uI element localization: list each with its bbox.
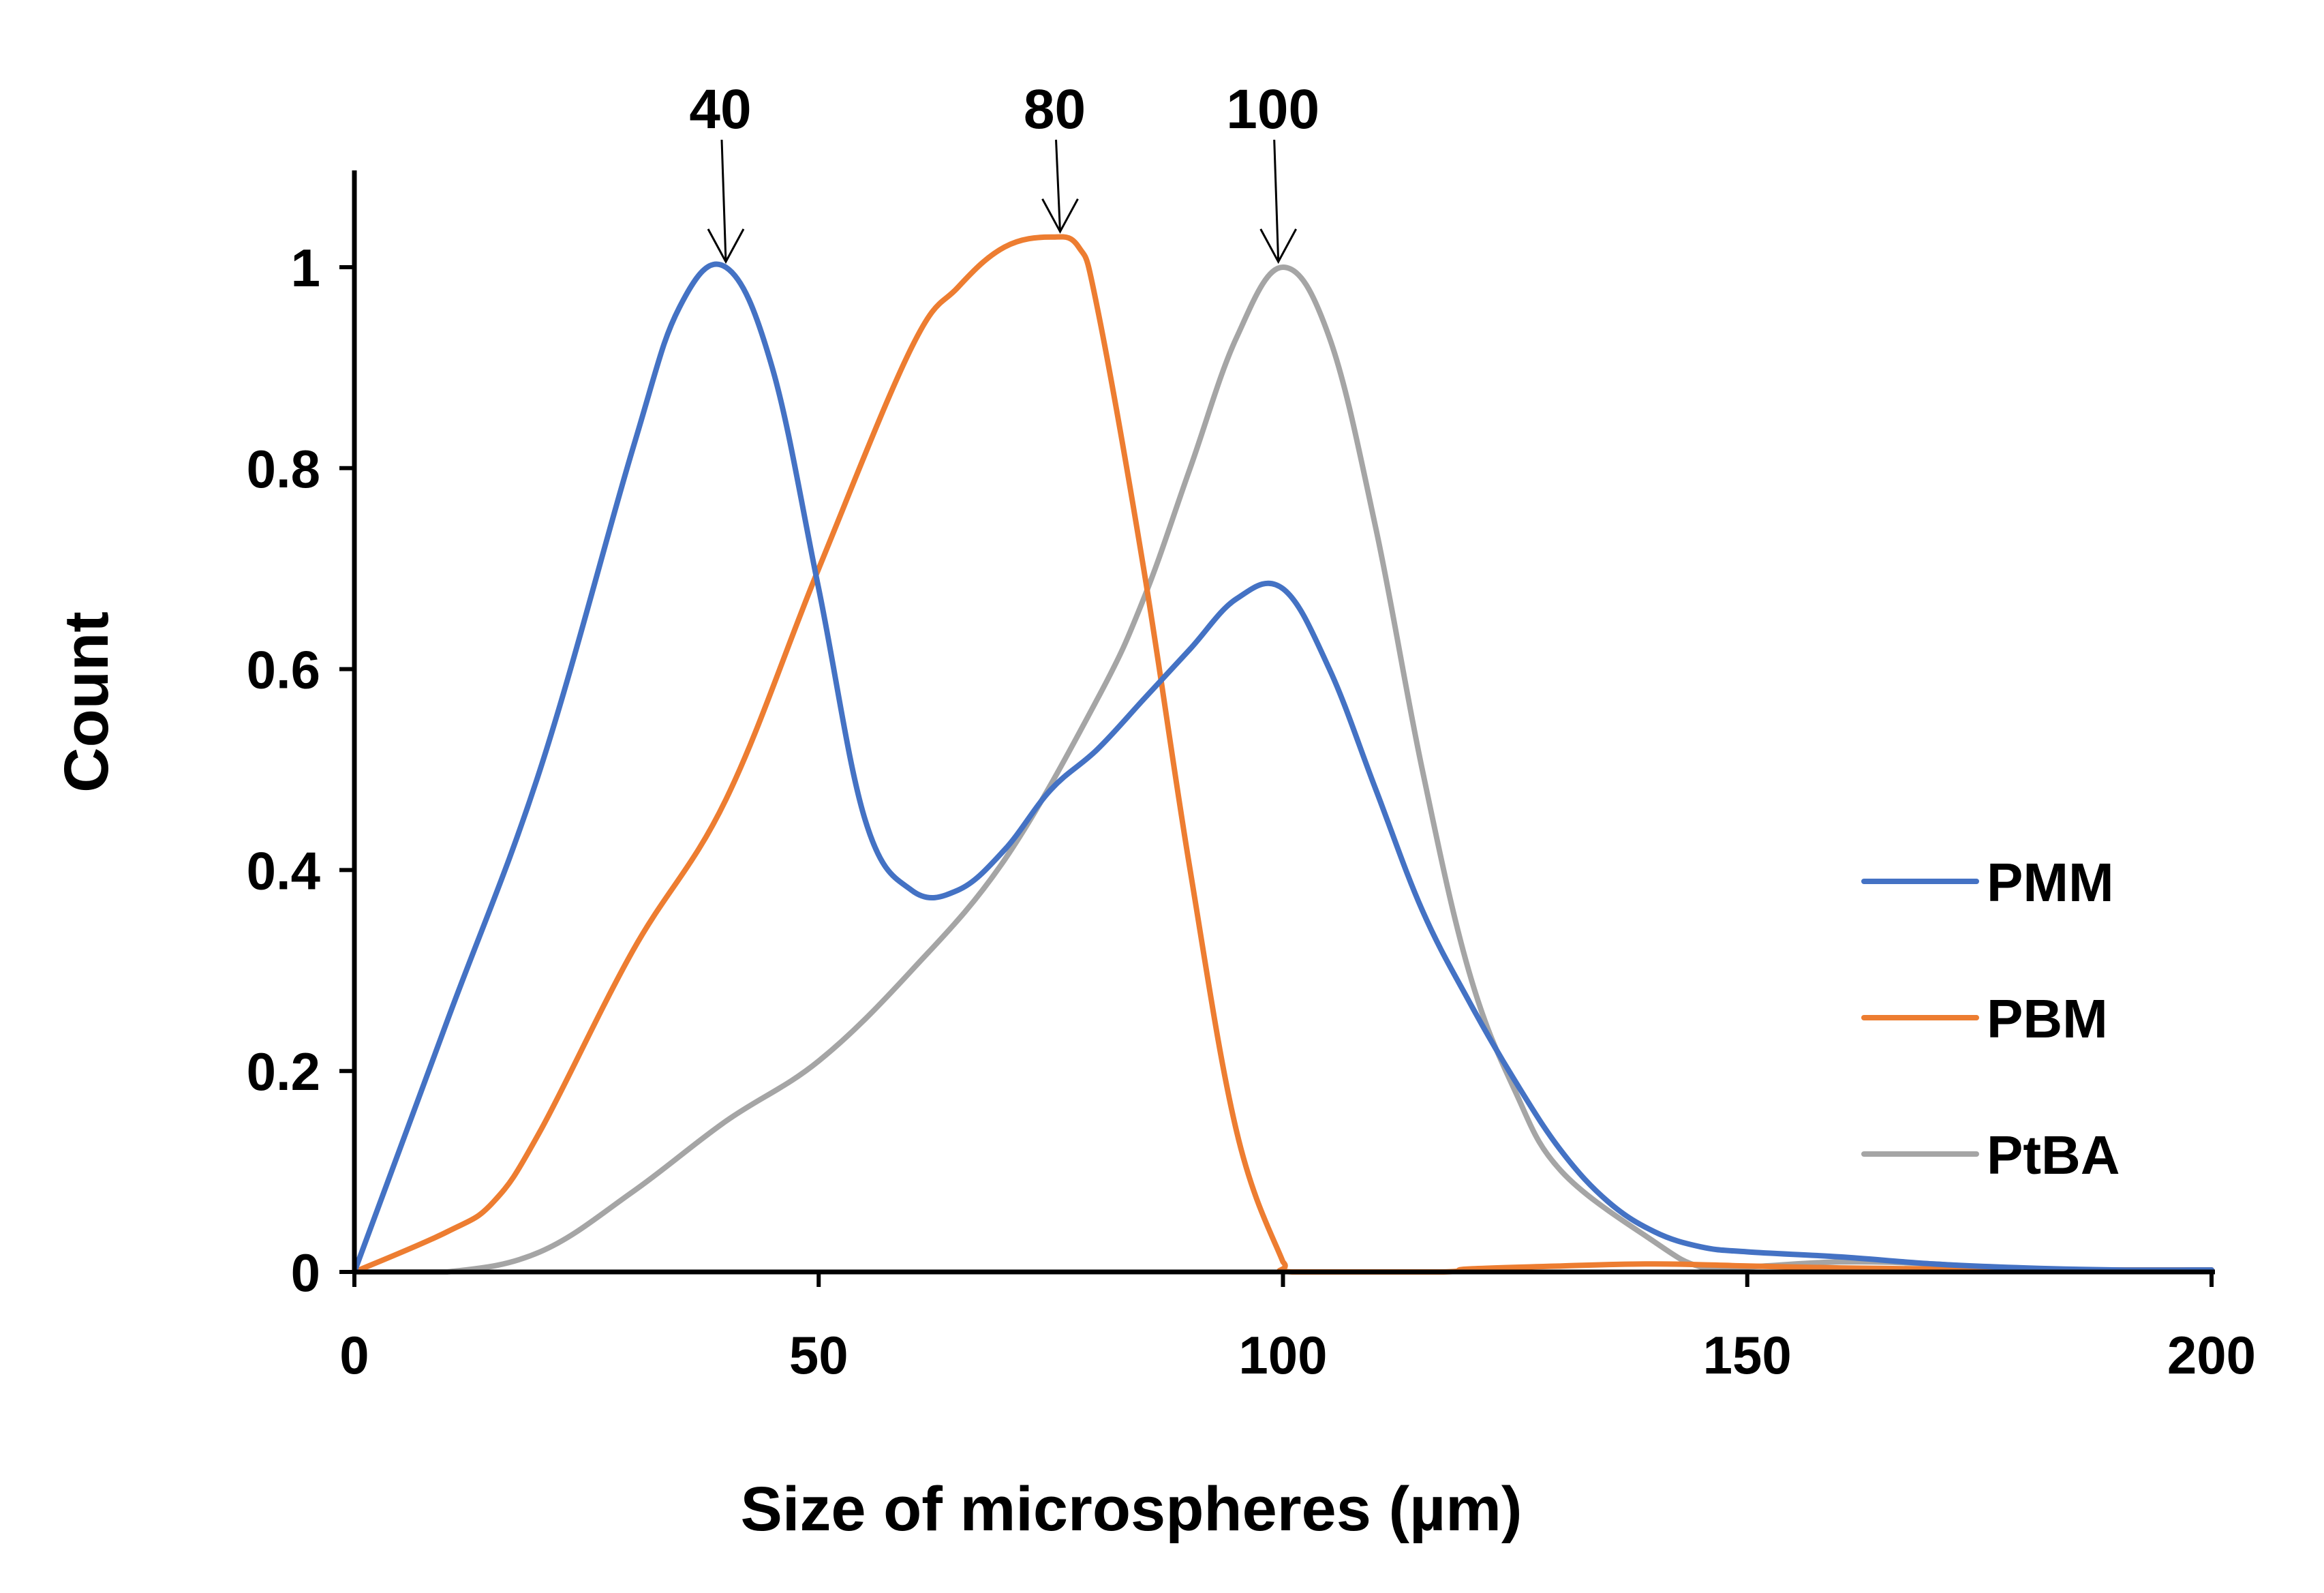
y-tick-label: 0.2 bbox=[247, 1042, 320, 1102]
y-tick-label: 0 bbox=[291, 1243, 320, 1303]
x-tick-label: 200 bbox=[2167, 1325, 2256, 1385]
y-axis-title: Count bbox=[52, 611, 121, 793]
legend-item-ptba: PtBA bbox=[1861, 1125, 2120, 1185]
peak-arrow-shaft bbox=[1055, 139, 1061, 232]
peak-annotation-40: 40 bbox=[689, 78, 752, 264]
x-tick-label: 100 bbox=[1238, 1325, 1327, 1385]
y-tick-label: 1 bbox=[291, 238, 320, 298]
legend-item-pmm: PMM bbox=[1861, 852, 2114, 913]
y-tick-label: 0.6 bbox=[247, 640, 320, 700]
peak-label: 80 bbox=[1024, 78, 1086, 140]
annotations-layer: 40 80 100 bbox=[689, 78, 1319, 264]
legend-label-ptba: PtBA bbox=[1987, 1125, 2120, 1185]
series-layer bbox=[352, 234, 2214, 1275]
series-line-ptba bbox=[352, 264, 2214, 1275]
peak-annotation-100: 100 bbox=[1226, 78, 1319, 264]
peak-arrow-shaft bbox=[1273, 139, 1280, 262]
y-tick-label: 0.4 bbox=[247, 840, 320, 900]
peak-arrow-head bbox=[1041, 198, 1079, 234]
legend-label-pmm: PMM bbox=[1987, 852, 2114, 913]
series-line-pbm bbox=[352, 234, 2214, 1275]
peak-arrow-head bbox=[707, 228, 745, 264]
legend-item-pbm: PBM bbox=[1861, 988, 2108, 1049]
axes-layer bbox=[352, 170, 2215, 1275]
legend-label-pbm: PBM bbox=[1987, 988, 2108, 1049]
series-line-pmm bbox=[352, 261, 2214, 1275]
peak-arrow-shaft bbox=[720, 139, 727, 262]
x-tick-label: 50 bbox=[789, 1325, 848, 1385]
y-tick-label: 0.8 bbox=[247, 439, 320, 499]
x-tick-label: 0 bbox=[339, 1325, 369, 1385]
x-axis-title: Size of microspheres (µm) bbox=[740, 1474, 1522, 1544]
ticks-layer: 0 50 100 150 200 0 0.2 0.4 0.6 0.8 1 bbox=[247, 238, 2257, 1385]
peak-annotation-80: 80 bbox=[1024, 78, 1086, 234]
legend: PMM PBM PtBA bbox=[1861, 852, 2120, 1185]
peak-label: 40 bbox=[689, 78, 751, 140]
peak-arrow-head bbox=[1259, 228, 1298, 264]
x-tick-label: 150 bbox=[1703, 1325, 1792, 1385]
peak-label: 100 bbox=[1226, 78, 1319, 140]
